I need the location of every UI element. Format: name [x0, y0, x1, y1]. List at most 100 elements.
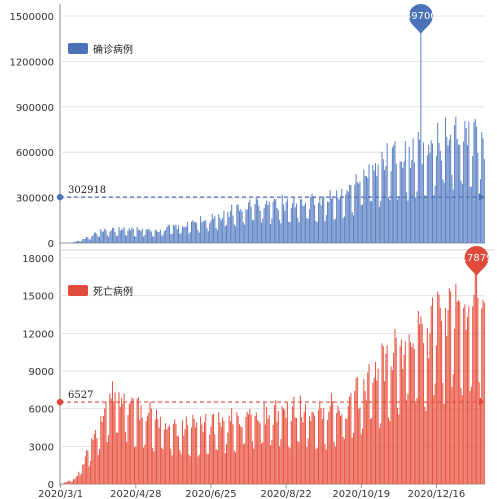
bar [298, 442, 300, 484]
bar [198, 232, 200, 243]
bar [325, 214, 327, 243]
bar [347, 405, 349, 484]
bar [62, 483, 64, 484]
bar [399, 161, 401, 243]
bar [272, 424, 274, 484]
bar [432, 143, 434, 243]
bar [203, 221, 205, 243]
bar [130, 230, 132, 243]
bar [189, 456, 191, 484]
bar [368, 164, 370, 243]
bar [119, 406, 121, 484]
bar [433, 195, 435, 243]
bar [197, 230, 199, 243]
bar [281, 194, 283, 243]
bar [91, 438, 93, 484]
bar [183, 227, 185, 243]
bar [225, 444, 228, 484]
bar [437, 291, 439, 484]
bar [82, 239, 84, 243]
bar [403, 161, 405, 243]
bar [93, 232, 95, 243]
bar [328, 202, 330, 243]
bar [214, 215, 216, 243]
bar [232, 424, 234, 484]
average-label: 6527 [68, 390, 93, 401]
bar [192, 220, 194, 243]
bar [126, 235, 128, 243]
bar [121, 397, 123, 484]
bar [264, 424, 266, 484]
bar [170, 234, 172, 243]
bar [159, 229, 161, 243]
bar [253, 448, 255, 484]
bar [343, 216, 345, 243]
bar [222, 218, 224, 243]
bar [268, 415, 270, 484]
bar [145, 229, 147, 243]
bar [194, 221, 196, 243]
y-tick-label: 300000 [16, 194, 54, 205]
bar [250, 414, 252, 484]
bar [375, 163, 377, 243]
bar [311, 193, 313, 243]
bar [481, 131, 483, 243]
bar [355, 378, 357, 484]
bar [428, 144, 430, 243]
bar [469, 186, 471, 243]
bar [363, 379, 365, 484]
bar [183, 435, 185, 484]
bar [165, 229, 167, 243]
bar [210, 220, 212, 243]
bar [435, 155, 437, 243]
bar [472, 156, 474, 243]
bar [450, 291, 452, 484]
bar [375, 361, 377, 484]
bar [149, 401, 151, 484]
bar [295, 417, 297, 484]
bar [433, 394, 435, 484]
bar [165, 423, 167, 484]
bar [367, 177, 369, 243]
bar [479, 179, 481, 243]
bar [108, 236, 110, 243]
bar [172, 224, 174, 243]
bar [137, 397, 139, 484]
bar [272, 201, 274, 243]
bar [201, 222, 203, 243]
bar [340, 197, 342, 243]
bar [482, 138, 484, 243]
y-tick-label: 0 [48, 239, 54, 250]
bar [102, 415, 104, 484]
bar [118, 227, 120, 243]
bar [273, 405, 275, 484]
bar [417, 131, 419, 243]
bar [472, 306, 474, 484]
bar [415, 401, 417, 484]
bar [75, 476, 77, 484]
bar [117, 235, 119, 243]
bar [140, 405, 142, 484]
bar [477, 298, 479, 484]
bar [461, 395, 463, 484]
bar [242, 444, 244, 484]
bar [130, 402, 132, 484]
bar [236, 204, 238, 243]
bar [365, 176, 367, 243]
bar [334, 218, 336, 243]
legend-label[interactable]: 确诊病例 [93, 43, 133, 56]
bar [446, 137, 448, 243]
max-marker-pin-icon [464, 246, 489, 276]
bar [349, 396, 351, 484]
bar [123, 227, 125, 243]
y-tick-label: 9000 [29, 367, 54, 378]
bar [185, 226, 187, 243]
bar [96, 438, 98, 484]
bar [180, 454, 182, 484]
bar [119, 230, 121, 243]
bar [314, 204, 316, 243]
bar [184, 226, 186, 243]
legend-label[interactable]: 死亡病例 [93, 285, 133, 298]
bar [463, 141, 465, 243]
bar [87, 450, 89, 484]
